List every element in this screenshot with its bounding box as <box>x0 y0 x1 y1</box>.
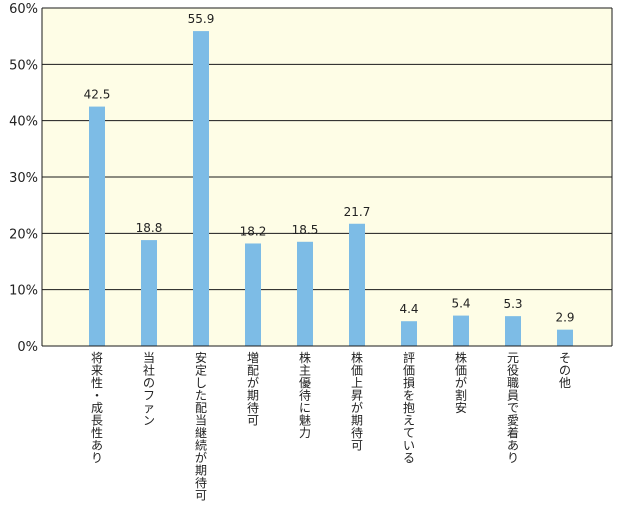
category-label: 株価上昇が期待可 <box>351 350 363 453</box>
data-label: 5.3 <box>503 297 522 311</box>
category-label: 元役職員で愛着あり <box>507 351 519 465</box>
data-label: 18.2 <box>240 224 267 238</box>
category-label: 当社のファン <box>143 351 155 428</box>
axes <box>41 8 613 347</box>
data-label: 5.4 <box>451 297 470 311</box>
data-label: 55.9 <box>188 12 215 26</box>
bar <box>557 329 573 346</box>
y-tick-label: 0% <box>17 340 38 355</box>
bar <box>141 240 157 346</box>
bar <box>193 31 209 346</box>
bar <box>245 243 261 346</box>
category-label: 株主優待に魅力 <box>299 350 311 440</box>
y-tick-label: 60% <box>9 2 38 17</box>
y-tick-label: 10% <box>9 284 38 299</box>
category-label: 株価が割安 <box>455 350 467 415</box>
bar <box>401 321 417 346</box>
category-label: その他 <box>559 351 571 390</box>
data-label: 4.4 <box>399 302 418 316</box>
y-axis-ticks: 0% 10% 20% 30% 40% 50% 60% <box>9 2 38 355</box>
y-tick-label: 30% <box>9 171 38 186</box>
data-label: 18.8 <box>136 221 163 235</box>
category-labels: 将来性・成長性あり 当社のファン 安定した配当継続が期待可 増配が期待可 株主優待に魅力… <box>91 350 571 503</box>
data-label: 21.7 <box>344 205 371 219</box>
bar <box>349 223 365 346</box>
y-tick-label: 50% <box>9 58 38 73</box>
data-label: 42.5 <box>84 88 111 102</box>
category-label: 増配が期待可 <box>247 351 259 428</box>
bar <box>89 106 105 346</box>
category-label: 将来性・成長性あり <box>91 351 103 465</box>
bars <box>89 31 573 346</box>
data-label: 2.9 <box>555 311 574 325</box>
bar <box>453 315 469 346</box>
y-tick-label: 40% <box>9 115 38 130</box>
bar <box>297 241 313 346</box>
data-labels: 42.5 18.8 55.9 18.2 18.5 21.7 4.4 5.4 5.3 2.9 <box>84 12 575 325</box>
y-tick-label: 20% <box>9 227 38 242</box>
category-label: 安定した配当継続が期待可 <box>195 350 207 503</box>
category-label: 評価損を抱えている <box>403 350 415 465</box>
data-label: 18.5 <box>292 223 319 237</box>
bar <box>505 316 521 346</box>
